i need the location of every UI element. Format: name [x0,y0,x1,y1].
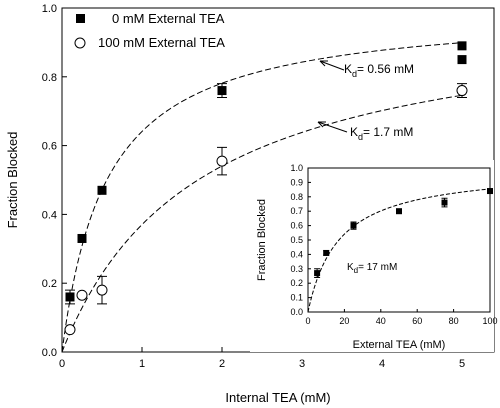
legend-label-series-0: 0 mM External TEA [112,11,225,26]
inset-fit-curve-0 [307,188,491,313]
inset-y-tick-label: 1.0 [290,163,303,173]
legend-marker-open-circle [74,37,86,49]
main-x-tick-label: 5 [459,358,465,370]
inset-y-tick-label: 0.5 [290,235,303,245]
inset-chart: 0 20 40 60 80 100 0.0 0.1 0.2 0.3 0.4 0.5 0.6 0.7 0.8 0… [250,160,498,352]
legend-label-series-1: 100 mM External TEA [98,35,225,50]
inset-point-filled-square [323,249,330,256]
main-fit-curve-1 [61,94,463,353]
inset-x-axis-label: External TEA (mM) [353,339,446,351]
inset-point-filled-square [441,199,448,206]
inset-x-tick-label: 40 [376,316,386,326]
inset-x-tick-label: 0 [305,316,310,326]
inset-x-tick-label: 20 [339,316,349,326]
inset-background [250,160,494,352]
main-y-tick-label: 0.0 [42,347,57,359]
main-y-axis-label: Fraction Blocked [5,132,20,229]
inset-x-tick-label: 100 [482,316,497,326]
svg-text:Kd= 1.7 mM: Kd= 1.7 mM [350,125,413,142]
main-x-axis-label: Internal TEA (mM) [225,390,330,405]
main-ticks: 0 1 2 3 4 5 0.0 0.2 0.4 0.6 0.8 1.0 [42,3,465,370]
inset-point-filled-square [487,188,493,195]
inset-x-tick-label: 60 [412,316,422,326]
main-point-filled-square [97,185,107,195]
inset-fit-curve [307,188,491,313]
main-y-tick-label: 0.2 [42,278,57,290]
main-point-open-circle [456,85,468,97]
main-point-open-circle [96,284,108,296]
main-chart: 0 1 2 3 4 5 0.0 0.2 0.4 0.6 0.8 1.0 Internal TEA (m… [5,3,495,405]
inset-y-tick-label: 0.3 [290,264,303,274]
main-x-tick-label: 4 [379,358,385,370]
inset-y-tick-label: 0.9 [290,177,303,187]
inset-y-tick-label: 0.6 [290,221,303,231]
main-legend: 0 mM External TEA 100 mM External TEA [74,11,225,50]
legend-marker-filled-square [76,14,85,23]
inset-point-filled-square [350,222,357,229]
main-y-tick-label: 1.0 [42,3,57,15]
main-point-open-circle [64,324,76,336]
main-y-tick-label: 0.8 [42,72,57,84]
main-point-open-circle [216,155,228,167]
annotation-kd-17: Kd= 1.7 mM [317,121,413,142]
main-point-filled-square [217,86,227,96]
inset-y-tick-label: 0.0 [290,307,303,317]
inset-y-tick-label: 0.2 [290,278,303,288]
annotation-kd-056: Kd= 0.56 mM [319,60,414,79]
inset-y-tick-label: 0.4 [290,249,303,259]
main-y-tick-label: 0.4 [42,209,57,221]
main-x-tick-label: 2 [219,358,225,370]
main-x-tick-label: 0 [59,358,65,370]
main-x-tick-label: 1 [139,358,145,370]
main-fit-curve-0 [61,42,463,353]
inset-y-tick-label: 0.1 [290,293,303,303]
main-point-filled-square [65,292,75,302]
inset-annotation-kd-17: Kd= 17 mM [347,262,397,275]
svg-text:Kd= 0.56 mM: Kd= 0.56 mM [344,62,414,79]
inset-point-filled-square [314,270,321,277]
main-point-filled-square [77,233,87,243]
main-y-tick-label: 0.6 [42,141,57,153]
inset-point-filled-square [396,208,402,215]
inset-x-tick-label: 80 [449,316,459,326]
main-fit-curves [61,42,463,353]
inset-ticks: 0 20 40 60 80 100 0.0 0.1 0.2 0.3 0.4 0.5 0.6 0.7 0.8 0… [290,163,497,326]
inset-y-tick-label: 0.8 [290,192,303,202]
main-data-points [64,41,468,336]
main-x-tick-label: 3 [299,358,305,370]
main-point-filled-square [457,41,467,51]
inset-data-points [314,188,493,278]
inset-y-axis-label: Fraction Blocked [256,199,268,281]
main-point-filled-square [457,55,467,65]
main-point-open-circle [76,289,88,301]
inset-y-tick-label: 0.7 [290,206,303,216]
